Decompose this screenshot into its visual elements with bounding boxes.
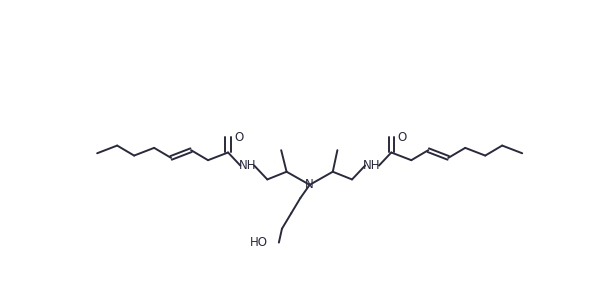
Text: N: N — [306, 178, 314, 191]
Text: O: O — [397, 131, 407, 144]
Text: NH: NH — [363, 159, 381, 172]
Text: NH: NH — [238, 159, 256, 172]
Text: HO: HO — [250, 236, 268, 249]
Text: O: O — [234, 131, 243, 144]
